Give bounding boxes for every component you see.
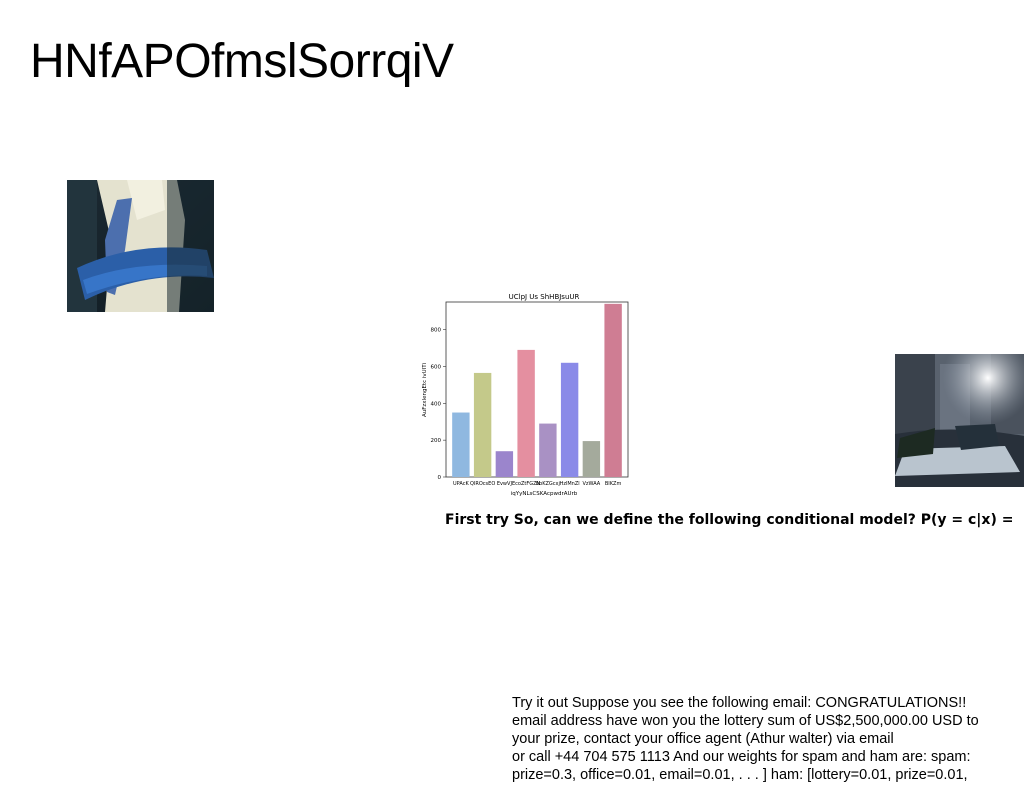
body-line: your prize, contact your office agent (A… (512, 731, 894, 747)
bar-BIKZm (604, 303, 622, 477)
bar-EvwVJ (495, 451, 514, 477)
bars-group (452, 303, 622, 477)
body-line: email address have won you the lottery s… (512, 713, 979, 729)
x-tick-label: EvwVJ (497, 481, 512, 487)
body-line: prize=0.3, office=0.01, email=0.01, . . … (512, 767, 968, 783)
plot-frame (445, 301, 629, 478)
bar-VzWAA (582, 441, 601, 477)
y-tick-label: 600 (431, 364, 442, 370)
person-photo (67, 180, 214, 312)
x-tick-label: BIKZm (605, 481, 622, 487)
bar-EcoZtFGZN (517, 349, 535, 477)
bar-UPAcK (452, 412, 470, 477)
body-line: Try it out Suppose you see the following… (512, 695, 967, 711)
y-tick-label: 800 (431, 328, 442, 334)
heading-line: First try So, can we define the followin… (445, 512, 1014, 528)
slide-title: HNfAPOfmslSorrqiV (30, 35, 454, 88)
y-ticks-group: 0 200 400 600 800 (431, 328, 446, 481)
y-tick-label: 200 (431, 438, 442, 444)
bar-QIROcsEO (473, 372, 492, 477)
x-tick-label: QIROcsEO (470, 481, 495, 487)
x-axis-label: iqYyNLsCSKAcpwdrAUrb (511, 491, 578, 497)
x-tick-label: HzlMnZl (560, 481, 580, 487)
city-plaza-photo-drawing (895, 354, 1024, 487)
x-tick-label: EcoZtFGZN (512, 481, 541, 487)
y-axis-label: AuFzxlengEtc ivUITi (422, 363, 428, 417)
y-tick-label: 400 (431, 401, 442, 407)
bar-HzlMnZl (560, 362, 579, 477)
chart-title: UClpJ Us ShHBJsuUR (509, 293, 580, 301)
body-text: Try it out Suppose you see the following… (512, 694, 1024, 784)
bar-chart: UClpJ Us ShHBJsuUR 0 200 400 600 800 UPAcK QI… (418, 288, 632, 500)
x-tick-label: UPAcK (453, 481, 469, 487)
body-line: or call +44 704 575 1113 And our weights… (512, 749, 971, 765)
bar-bbKZGcxj (539, 423, 557, 477)
x-tick-label: bbKZGcxj (536, 481, 560, 487)
person-photo-drawing (67, 180, 214, 312)
bar-chart-svg: UClpJ Us ShHBJsuUR 0 200 400 600 800 UPAcK QI… (422, 293, 629, 497)
y-tick-label: 0 (438, 475, 442, 481)
x-tick-label: VzWAA (583, 481, 601, 487)
city-plaza-photo (895, 354, 1024, 487)
